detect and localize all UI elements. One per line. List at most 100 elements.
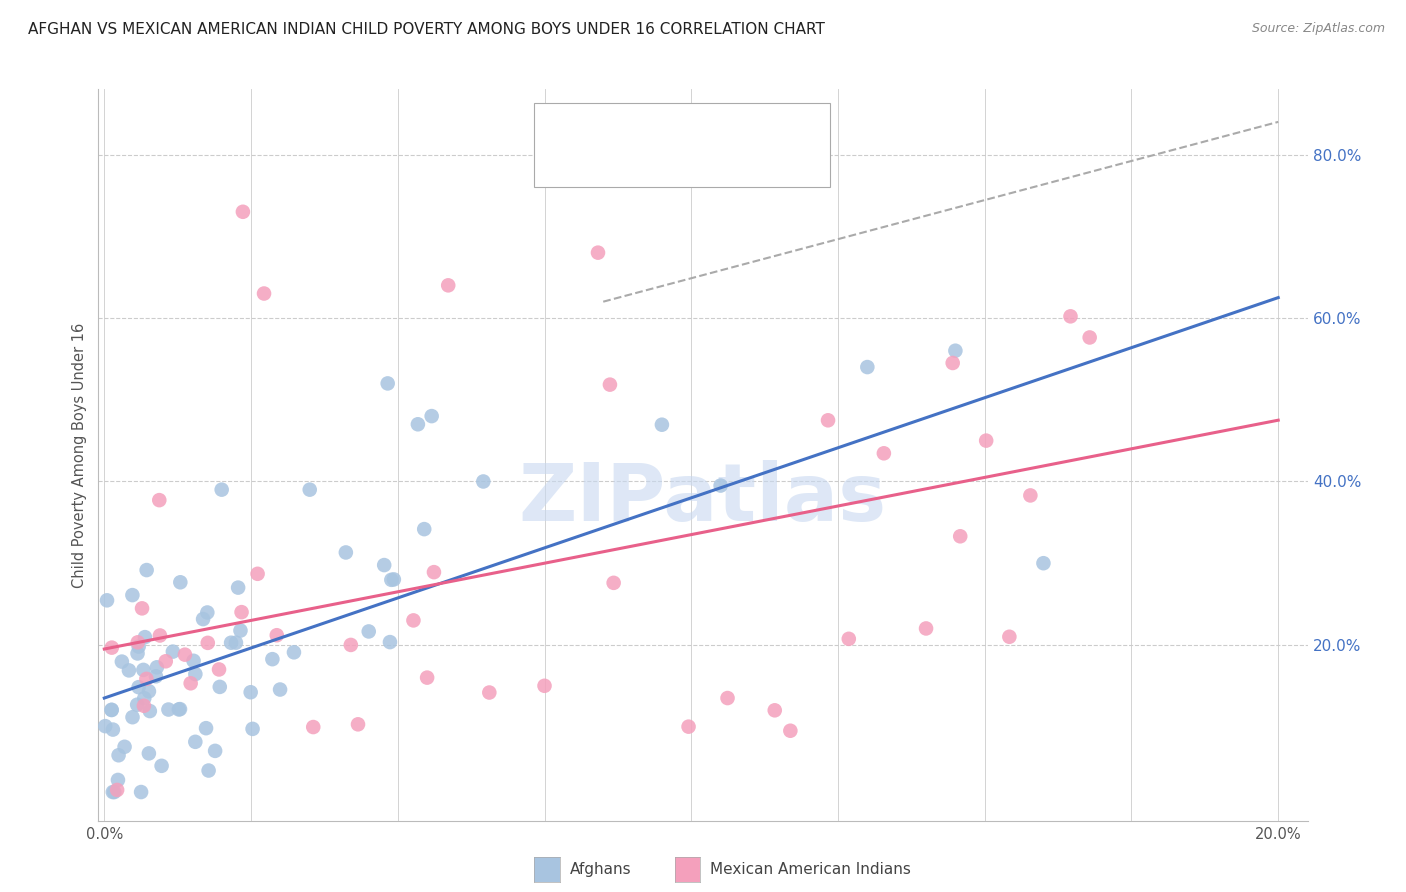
Point xyxy=(357,624,380,639)
Point xyxy=(114,739,136,754)
Point xyxy=(135,563,157,577)
Point xyxy=(138,747,160,761)
Point xyxy=(602,575,624,590)
Text: 0.519: 0.519 xyxy=(626,128,673,143)
Point xyxy=(174,648,197,662)
Point xyxy=(229,624,252,638)
Point xyxy=(226,581,249,595)
Point xyxy=(105,783,128,797)
Point xyxy=(915,622,938,636)
Point xyxy=(180,676,202,690)
Point xyxy=(335,545,357,559)
Point xyxy=(269,682,291,697)
Point xyxy=(416,671,439,685)
Point xyxy=(100,703,122,717)
Point xyxy=(121,588,143,602)
Point xyxy=(101,723,124,737)
Point xyxy=(225,635,247,649)
Text: R =: R = xyxy=(579,161,613,177)
Point xyxy=(148,493,170,508)
Point xyxy=(949,529,972,543)
Text: ZIPatlas: ZIPatlas xyxy=(519,459,887,538)
Point xyxy=(402,614,425,628)
Point xyxy=(167,702,190,716)
Point xyxy=(162,645,184,659)
Point xyxy=(107,748,129,763)
Point xyxy=(283,645,305,659)
Point xyxy=(219,636,242,650)
Point xyxy=(253,286,276,301)
Text: Source: ZipAtlas.com: Source: ZipAtlas.com xyxy=(1251,22,1385,36)
Text: R =: R = xyxy=(579,128,613,143)
Point xyxy=(103,785,125,799)
Point xyxy=(155,654,177,668)
Point xyxy=(204,744,226,758)
Point xyxy=(146,660,169,674)
Point xyxy=(817,413,839,427)
Point xyxy=(378,635,401,649)
Point xyxy=(1059,310,1081,324)
Point xyxy=(998,630,1021,644)
Point xyxy=(382,573,405,587)
Point xyxy=(128,680,150,694)
Point xyxy=(127,635,149,649)
Point xyxy=(266,628,288,642)
Point xyxy=(533,679,555,693)
Point xyxy=(599,377,621,392)
Point xyxy=(101,785,124,799)
Text: N =: N = xyxy=(685,128,728,143)
Point xyxy=(195,721,218,735)
Point xyxy=(211,483,233,497)
Point xyxy=(478,685,501,699)
Point xyxy=(157,702,180,716)
Point xyxy=(184,667,207,681)
Point xyxy=(856,360,879,375)
Point xyxy=(763,703,786,717)
Point xyxy=(945,343,967,358)
Point xyxy=(197,636,219,650)
Text: 0.366: 0.366 xyxy=(626,161,673,177)
Point xyxy=(184,735,207,749)
Point xyxy=(139,704,162,718)
Point xyxy=(246,566,269,581)
Point xyxy=(377,376,399,391)
Point xyxy=(838,632,860,646)
Point xyxy=(678,720,700,734)
Point xyxy=(942,356,965,370)
Point xyxy=(169,702,191,716)
Text: 70: 70 xyxy=(745,128,766,143)
Point xyxy=(231,605,253,619)
Point xyxy=(150,759,173,773)
Text: N =: N = xyxy=(685,161,728,177)
Point xyxy=(132,663,155,677)
Point xyxy=(96,593,118,607)
Text: 0.0%: 0.0% xyxy=(86,827,122,842)
Point xyxy=(208,663,231,677)
Point xyxy=(974,434,997,448)
Point xyxy=(302,720,325,734)
Text: Mexican American Indians: Mexican American Indians xyxy=(710,863,911,877)
Text: AFGHAN VS MEXICAN AMERICAN INDIAN CHILD POVERTY AMONG BOYS UNDER 16 CORRELATION : AFGHAN VS MEXICAN AMERICAN INDIAN CHILD … xyxy=(28,22,825,37)
Point xyxy=(1032,556,1054,570)
Point xyxy=(134,630,156,644)
Point xyxy=(716,691,738,706)
Point xyxy=(413,522,436,536)
Point xyxy=(406,417,429,432)
Point xyxy=(420,409,443,423)
Point xyxy=(118,664,141,678)
Point xyxy=(373,558,395,572)
Point xyxy=(169,575,191,590)
Point xyxy=(239,685,262,699)
Text: 45: 45 xyxy=(745,161,766,177)
Point xyxy=(132,698,155,713)
Point xyxy=(208,680,231,694)
Point xyxy=(242,722,264,736)
Point xyxy=(298,483,321,497)
Point xyxy=(191,612,214,626)
Point xyxy=(586,245,609,260)
Point xyxy=(111,655,134,669)
Point xyxy=(197,764,219,778)
Point xyxy=(134,691,156,706)
Point xyxy=(94,719,117,733)
Point xyxy=(1019,488,1042,502)
